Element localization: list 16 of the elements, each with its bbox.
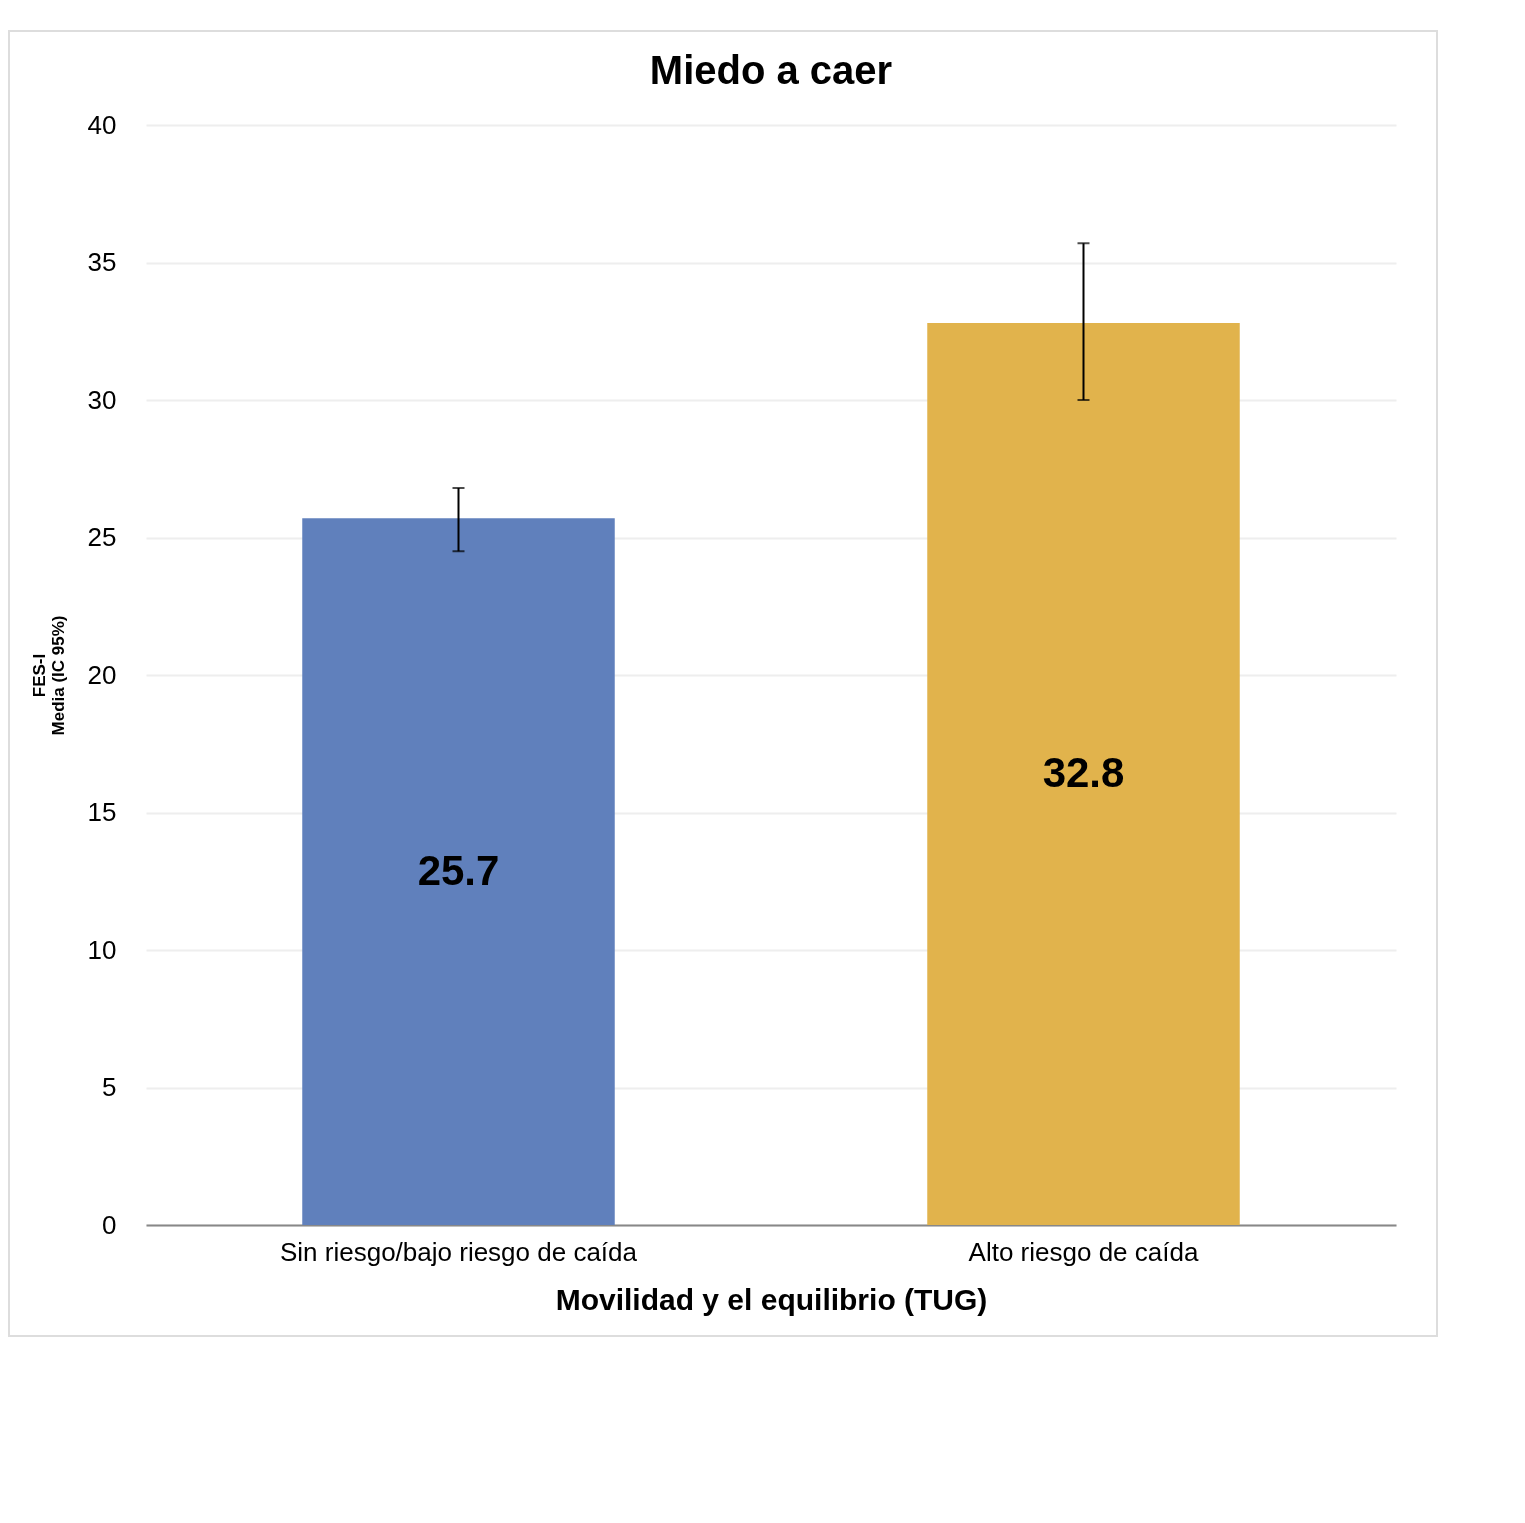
y-tick-label: 30	[87, 384, 117, 415]
data-label: 32.8	[1042, 749, 1125, 796]
x-tick-label: Alto riesgo de caída	[968, 1236, 1199, 1267]
x-axis-title: Movilidad y el equilibrio (TUG)	[555, 1282, 988, 1316]
y-tick-label: 35	[87, 247, 117, 277]
y-tick-label: 25	[87, 522, 117, 552]
data-label: 25.7	[417, 846, 500, 894]
y-axis-title: FES-I Media (IC 95%)	[29, 615, 68, 736]
y-tick-label: 40	[87, 109, 117, 140]
y-tick-label: 0	[102, 1209, 117, 1240]
y-tick-label: 10	[87, 934, 117, 965]
y-tick-label: 5	[102, 1072, 117, 1102]
chart-title: Miedo a caer	[649, 48, 893, 92]
x-tick-label: Sin riesgo/bajo riesgo de caída	[279, 1236, 638, 1267]
y-tick-label: 20	[87, 659, 117, 690]
y-tick-label: 15	[87, 797, 117, 827]
